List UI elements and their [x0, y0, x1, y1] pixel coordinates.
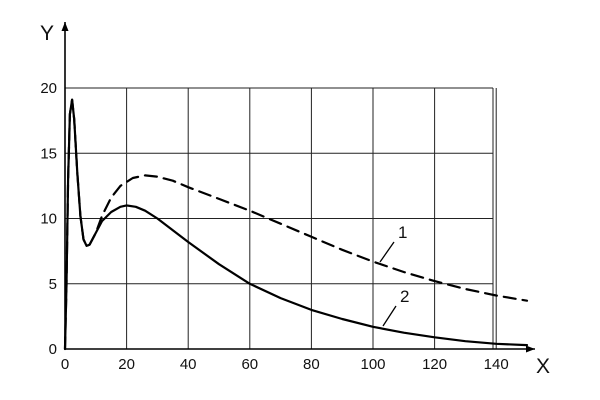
x-tick-label-140: 140 [484, 356, 509, 373]
x-tick-label-60: 60 [241, 356, 258, 373]
y-tick-label-10: 10 [40, 211, 57, 228]
y-tick-label-0: 0 [49, 341, 57, 358]
grid [65, 87, 497, 349]
curve-label-2: 2 [400, 287, 409, 306]
axes [61, 22, 535, 353]
curve-pointer-1 [379, 241, 395, 263]
y-tick-label-5: 5 [49, 276, 57, 293]
curve-pointer-2 [382, 305, 397, 327]
y-tick-label-20: 20 [40, 80, 57, 97]
series-group [63, 98, 529, 351]
x-tick-label-100: 100 [360, 356, 385, 373]
curve-labels: 12 [379, 223, 409, 327]
x-tick-label-40: 40 [180, 356, 197, 373]
y-tick-label-15: 15 [40, 145, 57, 162]
curve-label-1: 1 [398, 223, 407, 242]
x-tick-label-0: 0 [61, 356, 69, 373]
x-axis-label: X [536, 355, 550, 378]
y-axis-label: Y [40, 22, 54, 45]
x-tick-label-20: 20 [118, 356, 135, 373]
series-line-1 [63, 98, 529, 351]
x-tick-label-120: 120 [422, 356, 447, 373]
x-tick-label-80: 80 [303, 356, 320, 373]
tick-labels: 0 20 40 60 80 100 120 140 0 5 10 15 20 [40, 80, 508, 373]
series-line-2 [63, 98, 529, 351]
